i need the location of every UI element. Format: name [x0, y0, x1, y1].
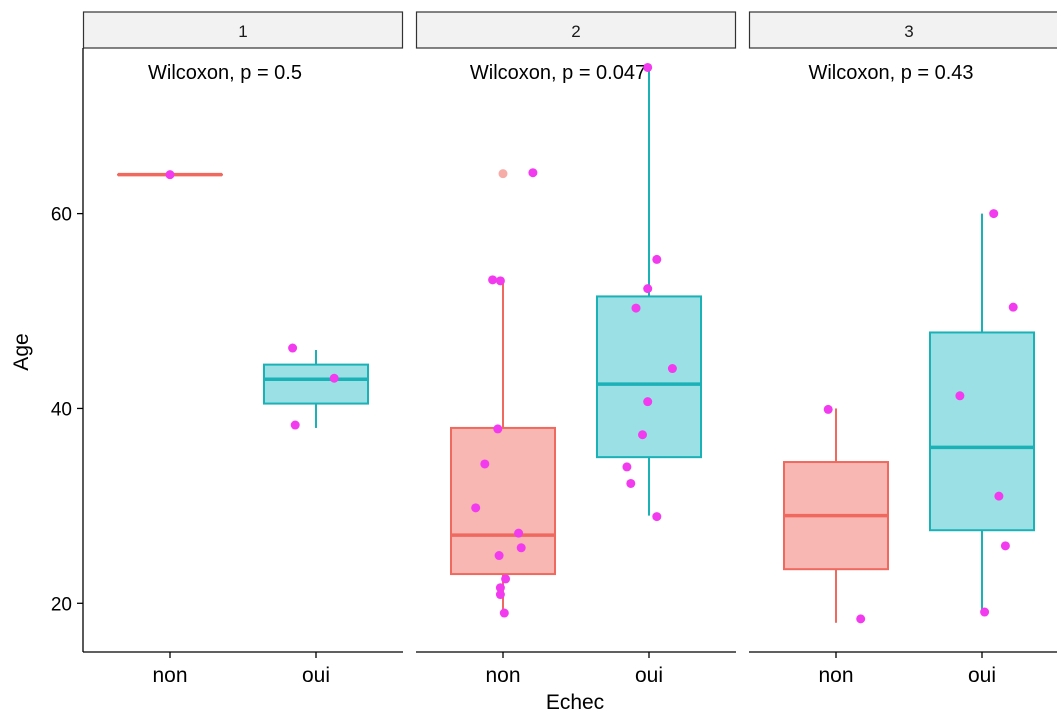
facet-strip-label: 2: [571, 22, 580, 41]
data-point: [494, 551, 504, 561]
data-point: [1008, 302, 1018, 312]
data-point: [643, 284, 653, 294]
data-point: [1000, 541, 1010, 551]
data-point: [516, 543, 526, 553]
data-point: [499, 608, 509, 618]
x-tick-label: non: [485, 664, 520, 687]
facet-strip: [415, 11, 737, 49]
panel-3: 3 Wilcoxon, p = 0.43 non oui: [748, 11, 1057, 687]
x-tick-label: oui: [302, 664, 330, 687]
data-point: [667, 364, 677, 374]
x-axis-title: Echec: [546, 691, 604, 714]
data-point: [471, 503, 481, 513]
box-non: [450, 426, 556, 576]
data-point: [622, 462, 632, 472]
data-point: [329, 373, 339, 383]
data-point: [165, 170, 175, 180]
data-point: [638, 430, 647, 440]
data-point: [495, 276, 505, 286]
data-point: [980, 607, 990, 617]
data-point: [514, 528, 524, 538]
data-point: [495, 590, 505, 600]
y-tick-label: 40: [51, 399, 72, 420]
data-point: [626, 478, 636, 488]
x-tick-label: oui: [968, 664, 996, 687]
data-point: [501, 574, 511, 584]
x-tick-label: non: [152, 664, 187, 687]
facet-strip-label: 3: [904, 22, 913, 41]
panel-2: 2 Wilcoxon, p = 0.047 non oui: [415, 11, 737, 687]
wilcoxon-annotation: Wilcoxon, p = 0.5: [148, 62, 302, 84]
data-point: [495, 583, 505, 593]
data-point: [652, 512, 662, 522]
data-point: [288, 343, 298, 353]
data-point: [528, 168, 538, 178]
panels-layer: 1 Wilcoxon, p = 0.5 non oui 2 Wilcoxon, p = 0…: [82, 11, 1057, 687]
panel-1: 1 Wilcoxon, p = 0.5 non oui: [82, 11, 404, 687]
x-tick-label: non: [818, 664, 853, 687]
wilcoxon-annotation: Wilcoxon, p = 0.047: [470, 62, 646, 84]
y-tick-label: 60: [51, 205, 72, 226]
data-point: [989, 209, 999, 219]
box-oui: [263, 363, 369, 405]
data-point: [488, 275, 498, 285]
facet-strip: [82, 11, 404, 49]
box-oui: [596, 295, 702, 459]
facet-strip-label: 1: [238, 22, 247, 41]
data-point: [643, 397, 653, 407]
data-point: [631, 303, 641, 313]
wilcoxon-annotation: Wilcoxon, p = 0.43: [808, 62, 973, 84]
data-point: [955, 391, 965, 401]
y-tick-label: 20: [51, 594, 72, 615]
box-oui: [929, 331, 1035, 532]
data-point: [290, 420, 300, 430]
data-point: [823, 404, 833, 414]
outlier-point: [498, 169, 508, 179]
y-axis: 20 40 60: [51, 48, 84, 652]
data-point: [480, 459, 490, 469]
data-point: [493, 424, 503, 434]
data-point: [643, 62, 653, 72]
data-point: [652, 254, 662, 264]
y-axis-title: Age: [10, 333, 33, 370]
x-tick-label: oui: [635, 664, 663, 687]
data-point: [856, 614, 866, 624]
facet-strip: [748, 11, 1057, 49]
data-point: [994, 491, 1004, 501]
